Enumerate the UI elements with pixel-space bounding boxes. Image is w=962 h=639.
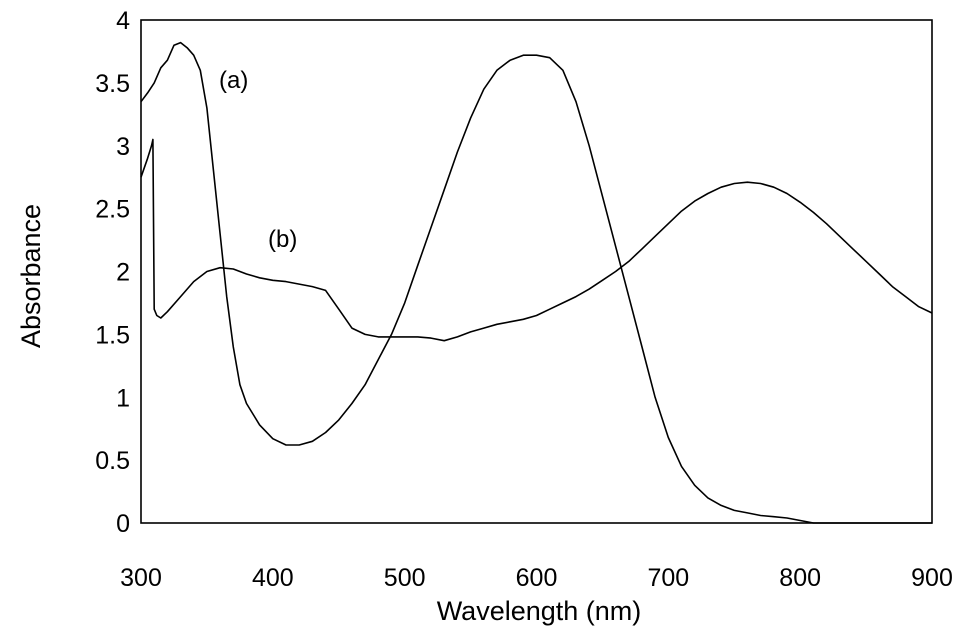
x-tick-label: 300 — [120, 564, 162, 592]
series-a-label: (a) — [219, 67, 248, 94]
y-tick-label: 0 — [116, 510, 130, 538]
plot-frame-group — [140, 19, 933, 524]
series-lines — [140, 41, 933, 524]
y-tick-label: 3.5 — [95, 70, 130, 98]
y-tick-label: 0.5 — [95, 447, 130, 475]
x-tick-label: 800 — [779, 564, 821, 592]
x-tick-labels: 300 400 500 600 700 800 900 — [120, 564, 953, 592]
y-tick-label: 1 — [116, 384, 130, 412]
y-tick-label: 1.5 — [95, 321, 130, 349]
x-tick-label: 600 — [516, 564, 558, 592]
x-tick-label: 700 — [647, 564, 689, 592]
series-b-label: (b) — [268, 226, 297, 253]
y-tick-label: 3 — [116, 133, 130, 161]
y-tick-label: 2.5 — [95, 196, 130, 224]
y-axis-title: Absorbance — [16, 204, 46, 348]
x-tick-label: 900 — [911, 564, 953, 592]
x-tick-label: 500 — [384, 564, 426, 592]
y-tick-label: 4 — [116, 7, 130, 35]
y-tick-labels: 0 0.5 1 1.5 2 2.5 3 3.5 4 — [95, 7, 130, 538]
x-axis-title: Wavelength (nm) — [437, 596, 642, 626]
series-line-b — [140, 138, 933, 342]
plot-frame — [140, 19, 933, 524]
series-line-a — [140, 41, 932, 524]
x-tick-label: 400 — [252, 564, 294, 592]
y-tick-label: 2 — [116, 259, 130, 287]
